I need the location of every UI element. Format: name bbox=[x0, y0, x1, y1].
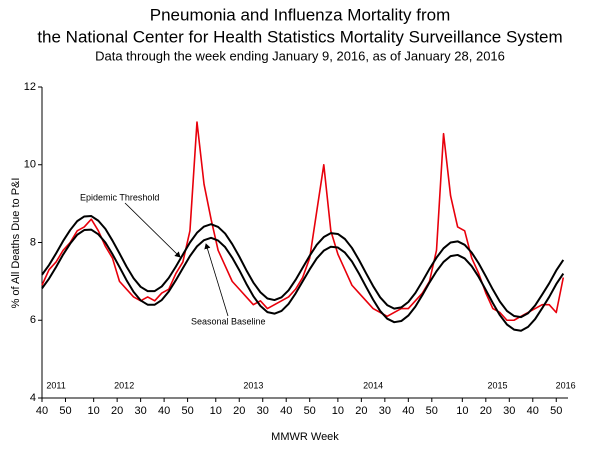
x-tick-label: 20 bbox=[480, 405, 492, 417]
y-tick-label: 10 bbox=[24, 159, 36, 171]
year-label: 2011 bbox=[46, 380, 65, 390]
x-tick-label: 50 bbox=[550, 405, 562, 417]
x-tick-label: 30 bbox=[379, 405, 391, 417]
x-tick-label: 40 bbox=[402, 405, 414, 417]
x-tick-label: 20 bbox=[233, 405, 245, 417]
year-label: 2014 bbox=[363, 380, 383, 390]
x-axis-label: MMWR Week bbox=[271, 431, 339, 443]
y-tick-label: 8 bbox=[30, 236, 36, 248]
chart-subtitle: Data through the week ending January 9, … bbox=[95, 48, 505, 63]
annotation-arrow bbox=[124, 202, 181, 258]
x-tick-label: 50 bbox=[181, 405, 193, 417]
x-tick-label: 10 bbox=[456, 405, 468, 417]
y-tick-label: 4 bbox=[30, 392, 36, 404]
x-tick-label: 10 bbox=[210, 405, 222, 417]
annotation: Epidemic Threshold bbox=[80, 192, 159, 202]
x-tick-label: 20 bbox=[355, 405, 367, 417]
x-tick-label: 50 bbox=[59, 405, 71, 417]
x-tick-label: 30 bbox=[503, 405, 515, 417]
series-line bbox=[41, 121, 565, 322]
y-tick-label: 6 bbox=[30, 314, 36, 326]
x-tick-label: 30 bbox=[135, 405, 147, 417]
series-line bbox=[41, 215, 565, 319]
y-tick-label: 12 bbox=[24, 81, 36, 93]
x-tick-label: 40 bbox=[280, 405, 292, 417]
year-label: 2013 bbox=[243, 380, 263, 390]
x-tick-label: 10 bbox=[88, 405, 100, 417]
annotation-arrow bbox=[204, 243, 229, 317]
year-label: 2012 bbox=[114, 380, 134, 390]
chart-title: the National Center for Health Statistic… bbox=[37, 27, 562, 46]
x-tick-label: 40 bbox=[527, 405, 539, 417]
chart-title: Pneumonia and Influenza Mortality from bbox=[150, 5, 451, 24]
x-tick-label: 10 bbox=[332, 405, 344, 417]
year-label: 2015 bbox=[488, 380, 508, 390]
y-axis-label: % of All Deaths Due to P&I bbox=[10, 178, 22, 309]
year-label: 2016 bbox=[556, 380, 576, 390]
x-tick-label: 40 bbox=[158, 405, 170, 417]
x-tick-label: 50 bbox=[426, 405, 438, 417]
annotation: Seasonal Baseline bbox=[191, 316, 266, 326]
x-tick-label: 20 bbox=[111, 405, 123, 417]
x-tick-label: 30 bbox=[257, 405, 269, 417]
x-tick-label: 50 bbox=[304, 405, 316, 417]
x-tick-label: 40 bbox=[36, 405, 48, 417]
series-line bbox=[41, 228, 565, 332]
